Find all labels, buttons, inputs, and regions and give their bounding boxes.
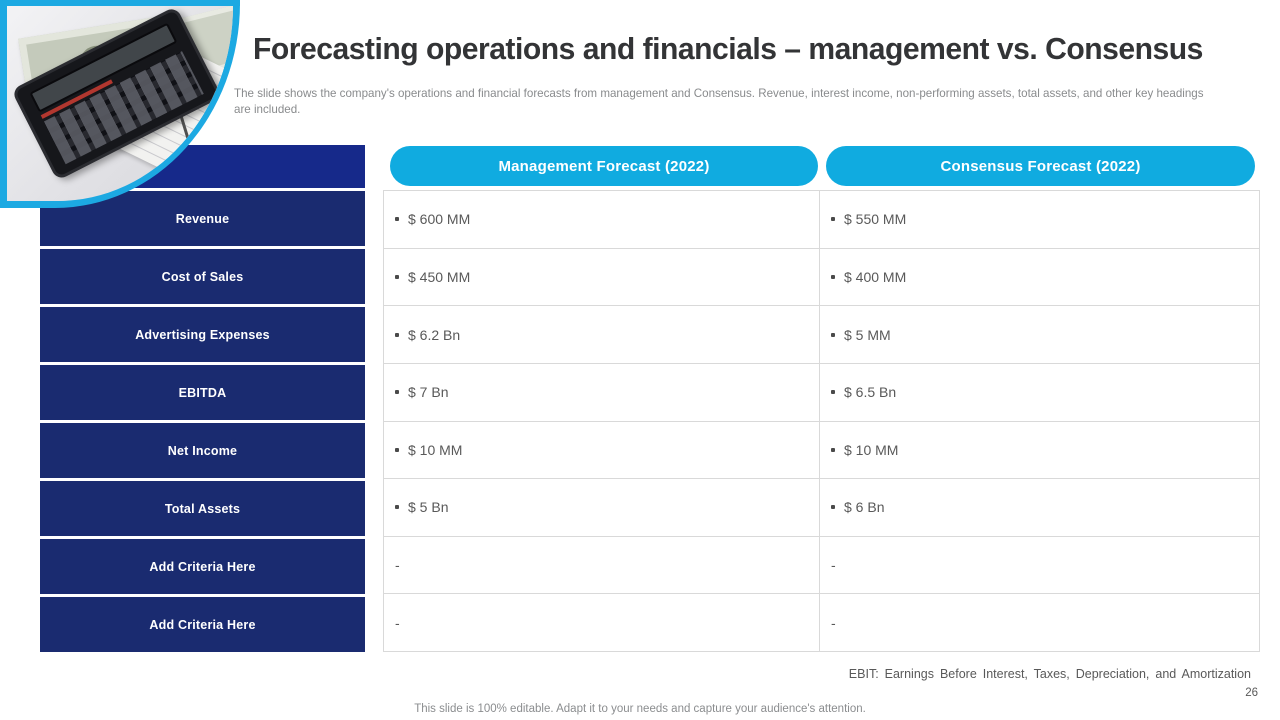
management-value-cell: $ 10 MM [383,420,821,480]
consensus-value: $ 550 MM [844,211,907,228]
bullet-icon [831,447,835,452]
column-header-management: Management Forecast (2022) [390,146,818,186]
management-value: $ 5 Bn [408,499,449,516]
management-value-cell: $ 7 Bn [383,362,821,422]
consensus-value-cell: $ 6 Bn [819,478,1260,537]
page-title: Forecasting operations and financials – … [253,31,1203,66]
row-header: Cost of Sales [40,249,365,304]
management-value: $ 6.2 Bn [408,326,461,343]
consensus-value-cell: $ 10 MM [819,420,1260,480]
management-value-cell: $ 6.2 Bn [383,305,821,364]
consensus-value-cell: $ 5 MM [819,305,1260,364]
management-value-cell: - [383,593,821,652]
bullet-icon [831,217,835,222]
editable-note: This slide is 100% editable. Adapt it to… [414,703,866,715]
management-value: $ 10 MM [408,441,463,458]
row-header: Advertising Expenses [40,307,365,362]
row-header: Total Assets [40,481,365,536]
bullet-icon [395,332,399,337]
row-header: Add Criteria Here [40,597,365,652]
consensus-value-cell: $ 550 MM [819,190,1260,249]
consensus-forecast-column: $ 550 MM $ 400 MM $ 5 MM $ 6.5 Bn $ 10 MM $ 6… [819,190,1260,652]
management-value: $ 450 MM [408,268,471,285]
management-value: $ 600 MM [408,211,471,228]
management-value: $ 7 Bn [408,384,449,401]
management-value-cell: $ 5 Bn [383,478,821,537]
consensus-value-cell: - [819,593,1260,652]
money-calculator-photo [0,0,240,208]
row-header-column: Revenue Cost of Sales Advertising Expenses… [40,145,365,652]
ebit-footnote: EBIT: Earnings Before Interest, Taxes, D… [848,667,1251,681]
management-forecast-column: $ 600 MM $ 450 MM $ 6.2 Bn $ 7 Bn $ 10 MM $ 5… [383,190,821,652]
bullet-icon [831,332,835,337]
row-header: Add Criteria Here [40,539,365,594]
bullet-icon [395,217,399,222]
bullet-icon [395,447,399,452]
bullet-icon [395,390,399,395]
consensus-value: $ 6 Bn [844,499,885,516]
consensus-value: - [831,557,836,574]
bullet-icon [831,505,835,510]
consensus-value-cell: $ 6.5 Bn [819,362,1260,422]
management-value-cell: $ 450 MM [383,247,821,307]
management-value: - [395,614,400,631]
row-header: Net Income [40,423,365,478]
bullet-icon [395,274,399,279]
management-value: - [395,557,400,574]
page-number: 26 [1245,687,1258,699]
consensus-value: $ 400 MM [844,268,907,285]
column-header-consensus: Consensus Forecast (2022) [826,146,1255,186]
consensus-value-cell: - [819,535,1260,595]
consensus-value: $ 6.5 Bn [844,384,897,401]
bullet-icon [395,505,399,510]
consensus-value: $ 5 MM [844,326,891,343]
bullet-icon [831,390,835,395]
management-value-cell: - [383,535,821,595]
row-header: EBITDA [40,365,365,420]
management-value-cell: $ 600 MM [383,190,821,249]
consensus-value: $ 10 MM [844,441,899,458]
consensus-value: - [831,614,836,631]
consensus-value-cell: $ 400 MM [819,247,1260,307]
slide-description: The slide shows the company's operations… [234,87,1204,116]
bullet-icon [831,274,835,279]
